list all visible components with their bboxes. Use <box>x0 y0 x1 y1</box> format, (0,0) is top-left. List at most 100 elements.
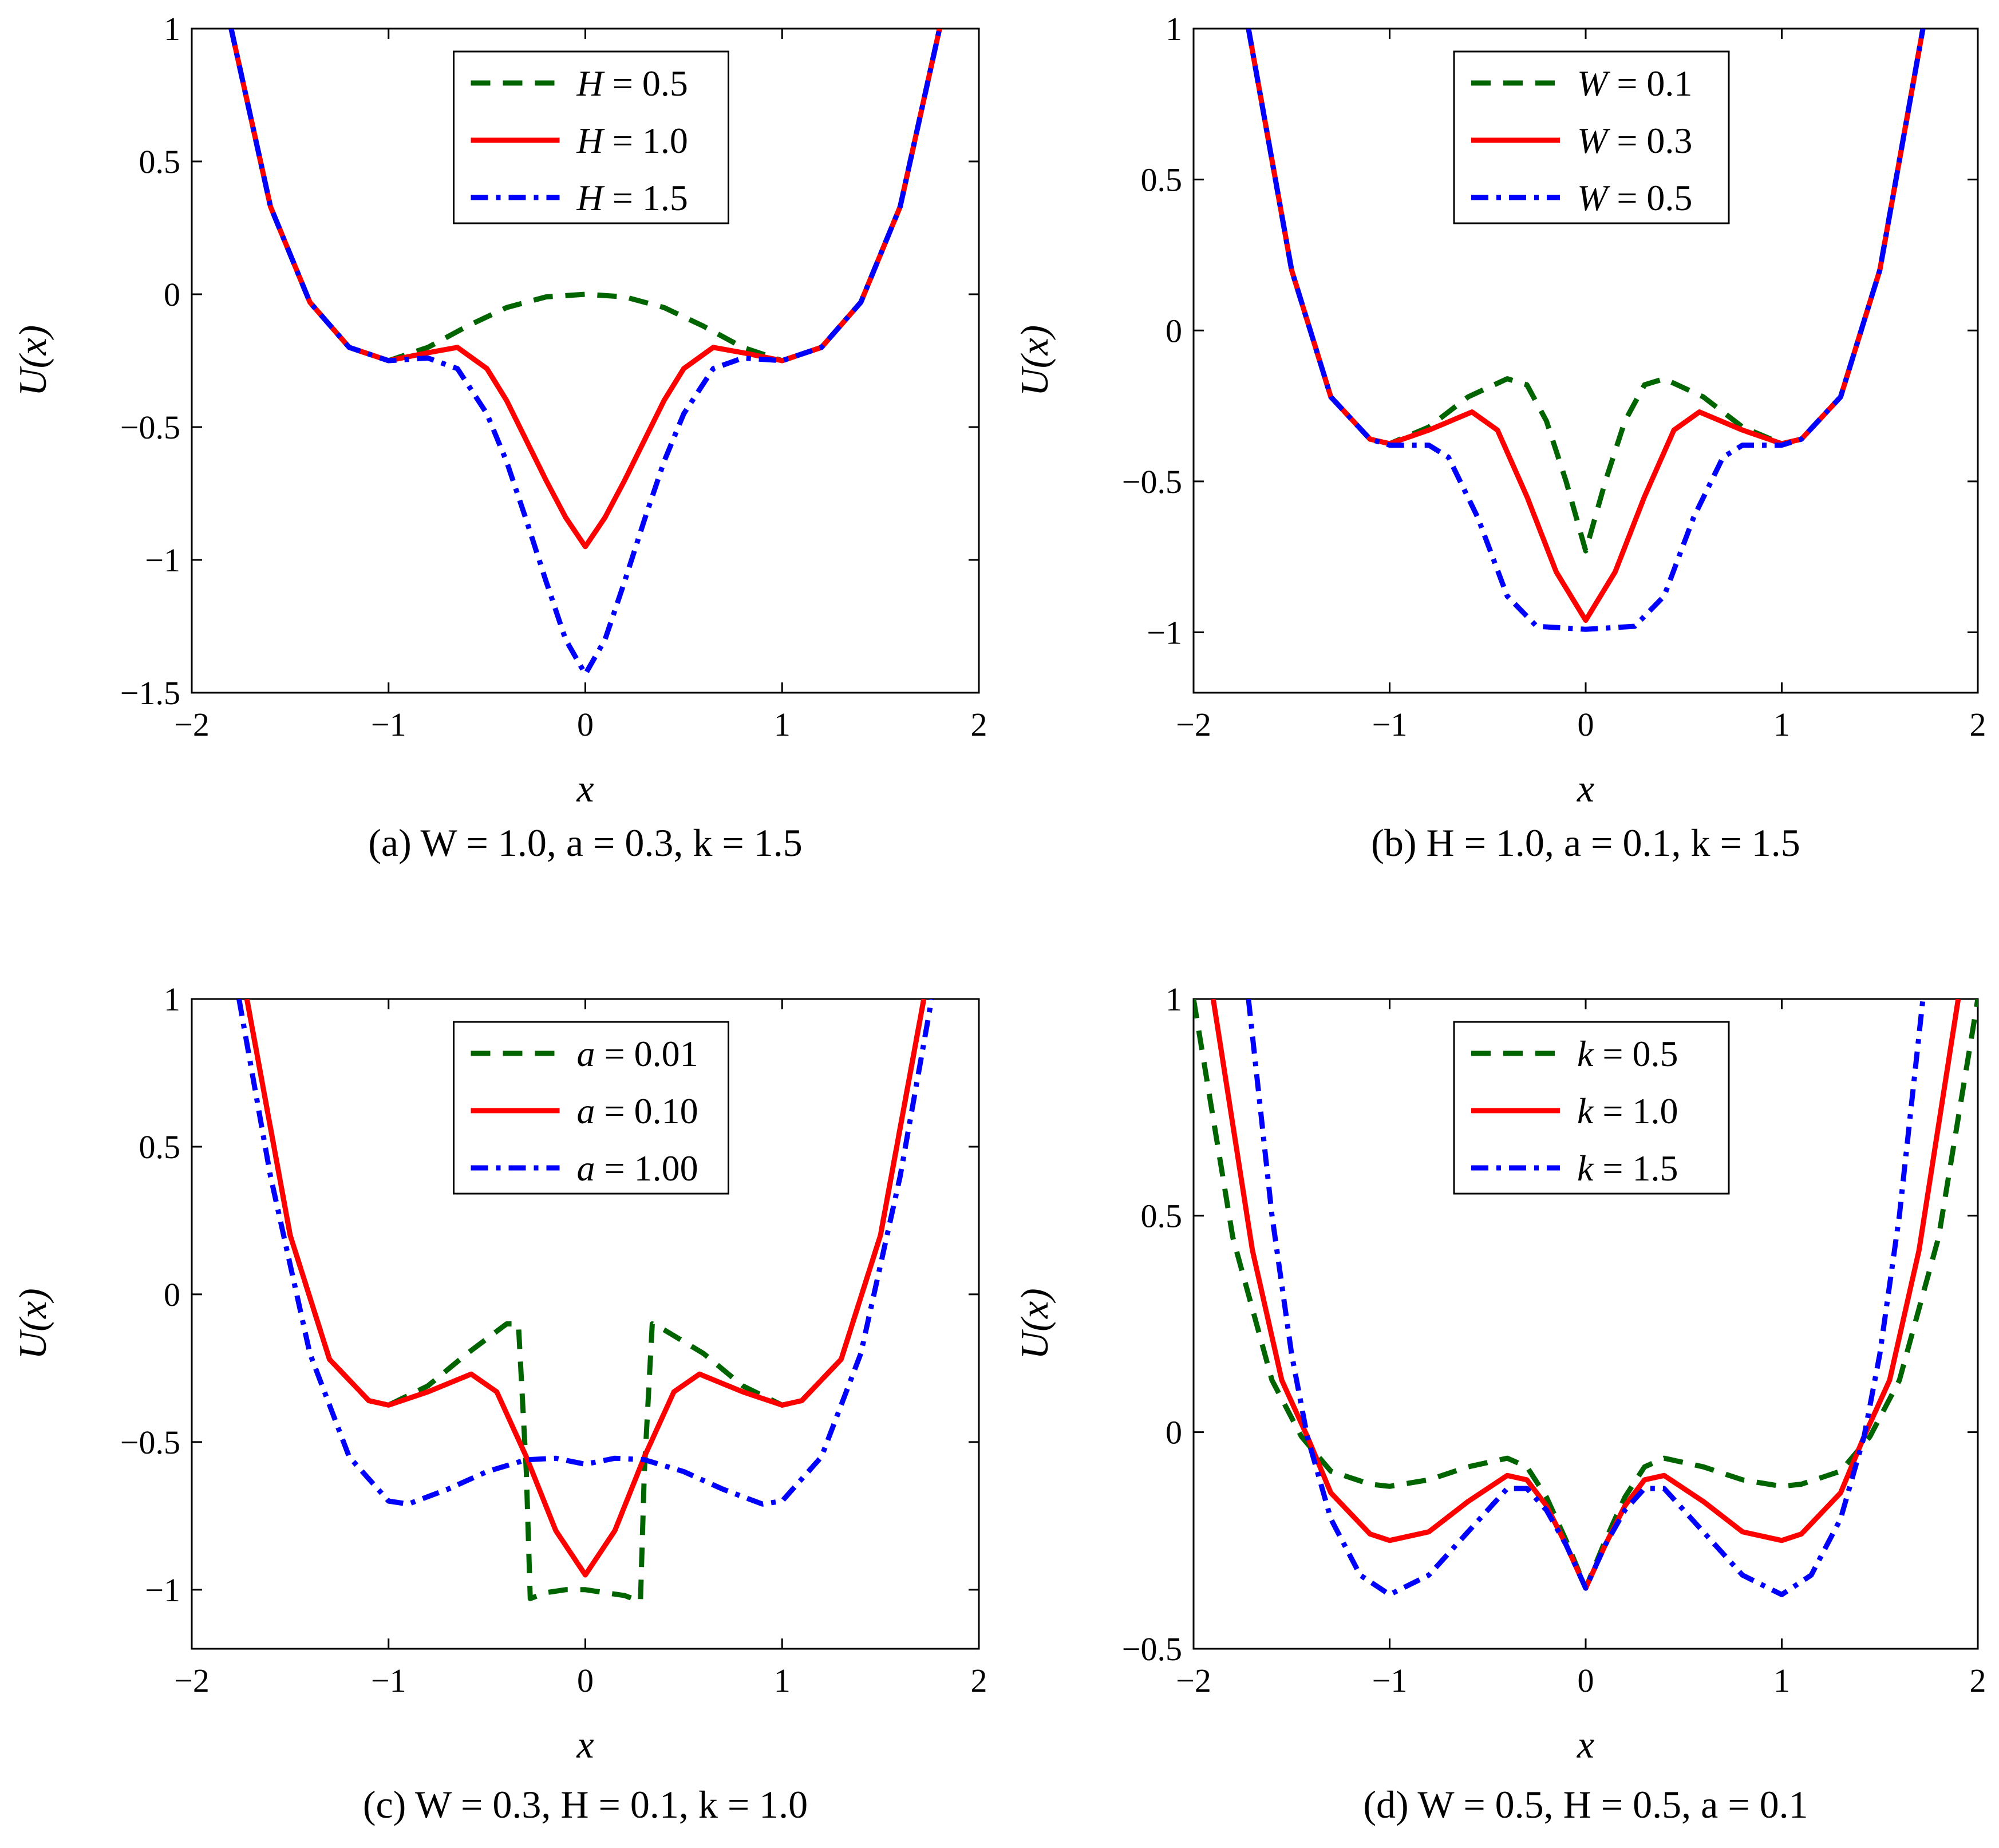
legend-var: a <box>577 1033 595 1074</box>
legend-value: = 1.0 <box>1593 1091 1678 1131</box>
series-line-blue <box>236 999 934 1507</box>
legend-box <box>453 1021 729 1195</box>
legend-var: a <box>577 1148 595 1188</box>
panel-caption-b: (b) H = 1.0, a = 0.1, k = 1.5 <box>1371 821 1800 864</box>
x-tick-label: −2 <box>174 1662 210 1699</box>
y-tick-label: 0.5 <box>1141 161 1183 199</box>
y-tick-label: −1 <box>145 1571 180 1609</box>
panel-a: −2 −1 0 1 2 −1.5 −1 −0.5 0 0.5 1 x U(x) (a) W = 1.0, … <box>11 10 987 864</box>
x-tick-label: 2 <box>1970 1662 1986 1699</box>
legend-var: k <box>1577 1091 1594 1131</box>
y-tick-label: −1.5 <box>120 674 180 712</box>
x-tick-label: 0 <box>1578 1662 1594 1699</box>
y-tick-label: 0 <box>164 276 180 313</box>
legend-var: W <box>1577 177 1611 218</box>
legend-value: = 0.01 <box>595 1033 698 1074</box>
panel-caption-a: (a) W = 1.0, a = 0.3, k = 1.5 <box>368 821 802 864</box>
x-tick-label: 0 <box>577 706 594 743</box>
legend-value: = 0.10 <box>595 1091 698 1131</box>
y-tick-label: −0.5 <box>1122 1630 1182 1668</box>
x-tick-label: −1 <box>371 1662 406 1699</box>
legend-value: = 0.5 <box>603 63 688 104</box>
legend-entry: a = 0.01 <box>577 1033 698 1074</box>
y-tick-label: −0.5 <box>1122 463 1182 500</box>
legend-entry: W = 0.3 <box>1577 120 1692 161</box>
legend-var: k <box>1577 1033 1594 1074</box>
legend-var: a <box>577 1091 595 1131</box>
legend-a: H = 0.5H = 1.0H = 1.5 <box>453 50 729 224</box>
series-line-red <box>244 999 927 1578</box>
y-tick-label: 1 <box>1166 10 1182 48</box>
legend-c: a = 0.01a = 0.10a = 1.00 <box>453 1021 729 1195</box>
legend-entry: H = 0.5 <box>576 63 688 104</box>
x-tick-label: 1 <box>774 706 791 743</box>
y-tick-label: 0.5 <box>139 143 181 180</box>
legend-var: H <box>576 63 606 104</box>
x-tick-label: −2 <box>174 706 210 743</box>
legend-var: H <box>576 177 606 218</box>
x-axis-label: x <box>1577 1723 1594 1766</box>
legend-entry: k = 1.5 <box>1577 1148 1678 1188</box>
legend-value: = 0.5 <box>1607 177 1692 218</box>
panel-b: −2 −1 0 1 2 −1 −0.5 0 0.5 1 x U(x) (b) H = 1.0, a = … <box>1013 10 1986 864</box>
legend-var: W <box>1577 120 1611 161</box>
legend-entry: k = 0.5 <box>1577 1033 1678 1074</box>
x-tick-label: 1 <box>774 1662 791 1699</box>
legend-value: = 0.3 <box>1607 120 1692 161</box>
y-tick-label: −1 <box>145 542 180 579</box>
legend-entry: k = 1.0 <box>1577 1091 1678 1131</box>
legend-entry: H = 1.0 <box>576 120 688 161</box>
legend-value: = 1.5 <box>603 177 688 218</box>
y-tick-label: 0 <box>1166 312 1182 349</box>
panel-d: −2 −1 0 1 2 −0.5 0 0.5 1 x U(x) (d) W = 0.5, H = 0.… <box>1013 981 1986 1826</box>
y-tick-label: 0 <box>164 1276 180 1313</box>
legend-value: = 0.1 <box>1607 63 1692 104</box>
legend-box <box>1453 1021 1730 1195</box>
legend-var: W <box>1577 63 1611 104</box>
y-tick-label: 0.5 <box>1141 1197 1183 1234</box>
panel-caption-d: (d) W = 0.5, H = 0.5, a = 0.1 <box>1363 1783 1808 1826</box>
x-axis-label: x <box>576 767 594 810</box>
x-tick-label: −1 <box>1372 706 1408 743</box>
legend-value: = 1.0 <box>603 120 688 161</box>
y-tick-label: −0.5 <box>120 1424 180 1461</box>
legend-value: = 1.5 <box>1593 1148 1678 1188</box>
legend-var: k <box>1577 1148 1594 1188</box>
x-tick-label: 1 <box>1773 706 1790 743</box>
series-group-c <box>236 999 934 1604</box>
legend-box <box>1453 50 1730 224</box>
legend-entry: a = 1.00 <box>577 1148 698 1188</box>
x-tick-label: 2 <box>971 1662 987 1699</box>
x-tick-label: 1 <box>1773 1662 1790 1699</box>
legend-entry: H = 1.5 <box>576 177 688 218</box>
x-tick-label: 0 <box>577 1662 594 1699</box>
x-tick-label: 0 <box>1578 706 1594 743</box>
x-tick-label: −1 <box>1372 1662 1408 1699</box>
y-tick-label: 1 <box>164 981 180 1018</box>
x-tick-label: 2 <box>1970 706 1986 743</box>
x-axis-label: x <box>576 1723 594 1766</box>
y-axis-label: U(x) <box>1013 325 1056 397</box>
legend-value: = 1.00 <box>595 1148 698 1188</box>
legend-var: H <box>576 120 606 161</box>
legend-value: = 0.5 <box>1593 1033 1678 1074</box>
y-axis-label: U(x) <box>1013 1288 1056 1360</box>
x-tick-label: −2 <box>1176 706 1211 743</box>
panel-caption-c: (c) W = 0.3, H = 0.1, k = 1.0 <box>363 1783 808 1826</box>
panel-c: −2 −1 0 1 2 −1 −0.5 0 0.5 1 x U(x) (c) W = 0.3, H = … <box>11 981 987 1826</box>
legend-b: W = 0.1W = 0.3W = 0.5 <box>1453 50 1730 224</box>
series-line-blue <box>228 29 942 677</box>
series-group-a <box>228 29 942 677</box>
legend-entry: a = 0.10 <box>577 1091 698 1131</box>
series-line-blue <box>1246 999 1926 1597</box>
legend-box <box>453 50 729 224</box>
y-tick-label: −0.5 <box>120 409 180 446</box>
y-tick-label: 0.5 <box>139 1128 181 1166</box>
x-tick-label: −1 <box>371 706 406 743</box>
x-axis-label: x <box>1577 767 1594 810</box>
y-axis-label: U(x) <box>11 1288 54 1360</box>
y-tick-label: −1 <box>1147 614 1182 651</box>
y-axis-label: U(x) <box>11 325 54 397</box>
x-tick-label: −2 <box>1176 1662 1211 1699</box>
